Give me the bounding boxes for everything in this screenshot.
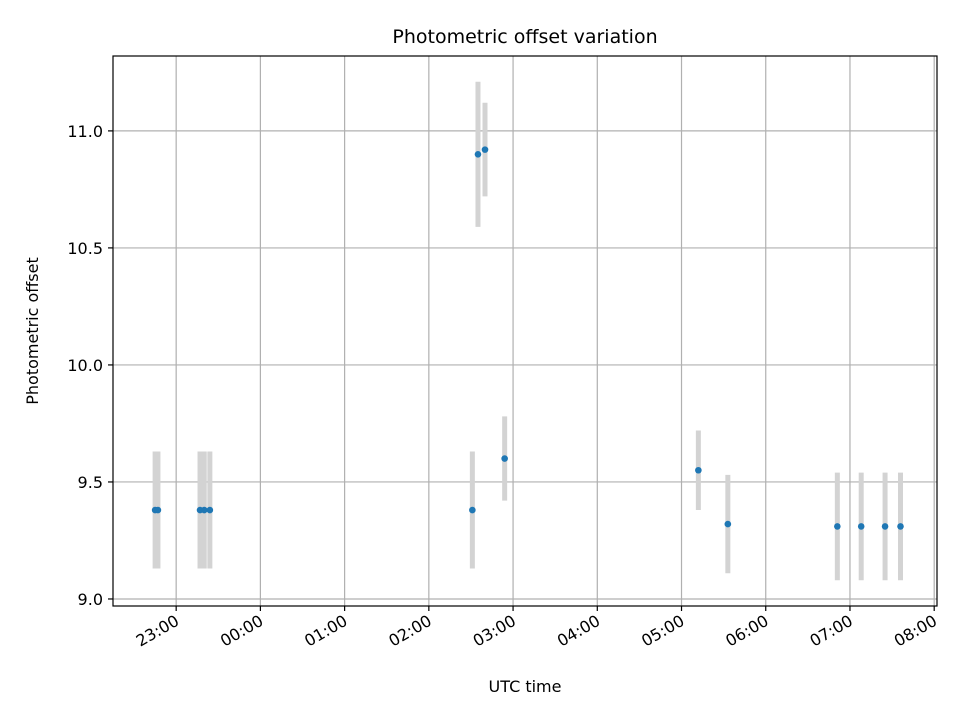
y-axis-ticks: 9.0 9.5 10.0 10.5 11.0 <box>67 122 113 609</box>
data-point <box>481 146 489 153</box>
data-point <box>695 466 702 474</box>
points-layer <box>151 146 904 530</box>
data-point <box>881 523 889 530</box>
errorbar-layer <box>152 81 904 581</box>
y-tick-label: 10.0 <box>67 356 103 375</box>
data-point <box>501 455 508 462</box>
x-tick-label: 08:00 <box>891 611 940 651</box>
grid-layer <box>113 56 937 606</box>
data-point <box>857 523 865 530</box>
x-tick-label: 05:00 <box>638 611 687 651</box>
data-point <box>474 150 482 158</box>
x-tick-label: 23:00 <box>133 611 182 651</box>
data-point <box>724 520 732 528</box>
x-tick-label: 00:00 <box>217 611 266 651</box>
x-axis-label: UTC time <box>489 677 562 696</box>
x-tick-label: 04:00 <box>554 611 603 651</box>
data-point <box>154 506 162 514</box>
x-tick-label: 03:00 <box>470 611 519 651</box>
y-tick-label: 9.5 <box>78 473 103 492</box>
chart-title: Photometric offset variation <box>392 26 657 48</box>
data-point <box>200 506 208 514</box>
data-point <box>469 506 476 514</box>
y-axis-label: Photometric offset <box>23 257 42 405</box>
data-point <box>834 523 841 530</box>
y-tick-label: 9.0 <box>78 590 103 609</box>
x-tick-label: 07:00 <box>807 611 856 651</box>
data-point <box>897 523 904 530</box>
plot-frame <box>112 55 938 607</box>
y-tick-label: 11.0 <box>67 122 103 141</box>
data-point <box>206 506 214 514</box>
x-tick-label: 01:00 <box>301 611 350 651</box>
x-tick-label: 02:00 <box>385 611 434 651</box>
y-tick-label: 10.5 <box>67 239 103 258</box>
x-axis-ticks: 23:00 00:00 01:00 02:00 03:00 04:00 05:00 06:00… <box>133 606 940 651</box>
x-tick-label: 06:00 <box>722 611 771 651</box>
